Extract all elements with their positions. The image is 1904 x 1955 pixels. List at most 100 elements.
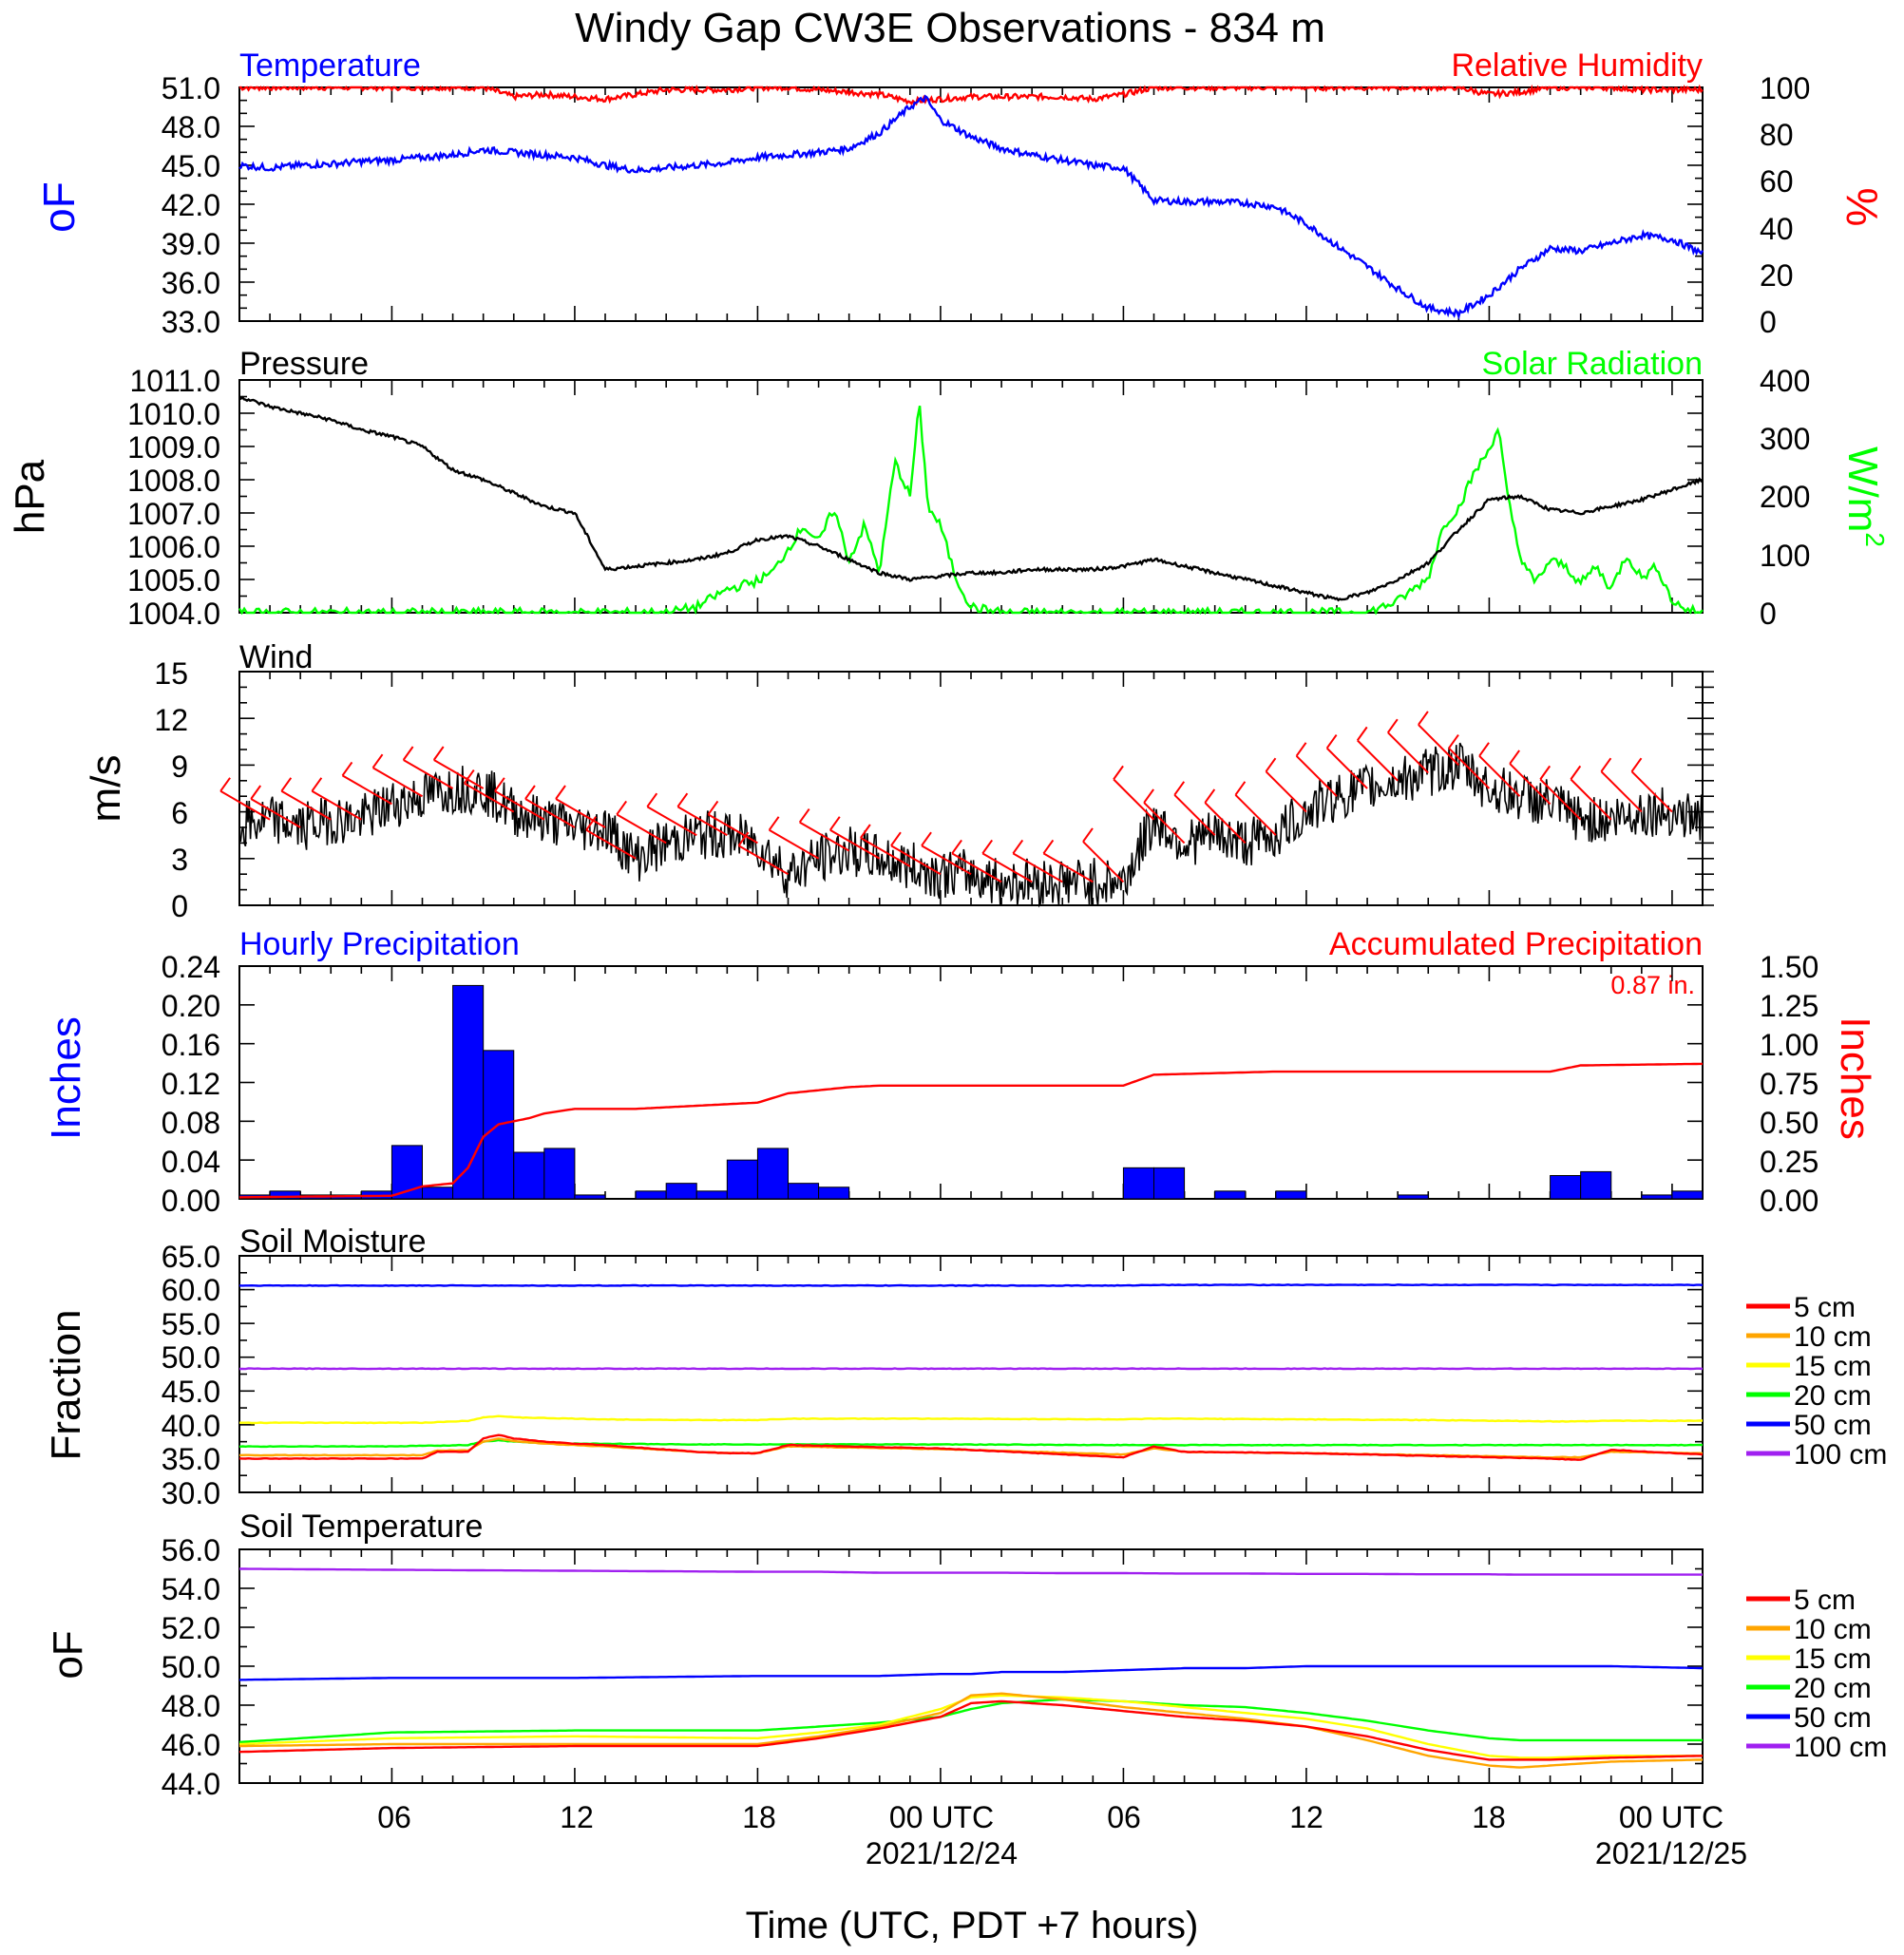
series-soil-temperature: [238, 1664, 1703, 1681]
wind-barb-flag: [707, 800, 719, 815]
tick-label: 50.0: [162, 1340, 220, 1375]
precip-bar: [513, 1151, 545, 1200]
precip-bar: [788, 1183, 820, 1200]
wind-barb-shaft: [951, 852, 1002, 883]
wind-barb-shaft: [494, 789, 545, 821]
unit-superscript: 2: [1860, 532, 1890, 547]
tick-label: 1008.0: [127, 464, 220, 498]
wind-barb-flag: [1143, 788, 1154, 804]
tick-label: 0.04: [162, 1145, 220, 1179]
y-ticks-left: 56.0 54.0 52.0 50.0 48.0 46.0 44.0: [162, 1533, 220, 1801]
wind-barb-flag: [921, 831, 932, 846]
y-ticks-left: 0.24 0.20 0.16 0.12 0.08 0.04 0.00: [162, 950, 220, 1218]
y-axis-left-label: Inches: [43, 1016, 89, 1140]
wind-barb-flag: [1265, 757, 1277, 772]
precip-bar: [1397, 1194, 1429, 1200]
panel-left-title: Soil Temperature: [239, 1509, 483, 1545]
series-soil-moisture: [239, 1367, 1704, 1371]
x-tick-date: 2021/12/24: [866, 1836, 1018, 1870]
tick-label: 300: [1760, 422, 1810, 456]
wind-barb-flag: [1356, 726, 1368, 741]
panel-left-title: Wind: [239, 639, 313, 675]
wind-barb-flag: [1295, 742, 1307, 757]
precip-bar: [543, 1148, 576, 1200]
wind-barb-flag: [1570, 765, 1582, 780]
wind-barb-shaft: [890, 845, 942, 876]
tick-label: 0.16: [162, 1028, 220, 1062]
wind-barb-flag: [1387, 718, 1399, 733]
panel-precipitation: Hourly Precipitation Accumulated Precipi…: [43, 926, 1878, 1218]
wind-barb-flag: [1082, 827, 1094, 843]
wind-barb-flag: [371, 753, 384, 769]
wind-barb-flag: [494, 777, 505, 792]
y-ticks-right: 400 300 200 100 0: [1760, 364, 1810, 631]
wind-barb-shaft: [524, 798, 576, 828]
x-tick-label: 12: [1289, 1800, 1323, 1834]
series-solar-radiation: [238, 405, 1704, 616]
tick-label: 56.0: [162, 1533, 220, 1567]
precip-bar: [422, 1186, 454, 1200]
series-temperature: [238, 94, 1704, 321]
wind-barb-flag: [1042, 839, 1055, 854]
wind-barb-shaft: [585, 828, 637, 860]
tick-label: 65.0: [162, 1240, 220, 1274]
series-soil-moisture: [239, 1414, 1704, 1425]
x-tick-label: 18: [1472, 1800, 1506, 1834]
precip-bar: [1275, 1190, 1307, 1200]
panel-left-title: Soil Moisture: [239, 1224, 427, 1260]
wind-barb-flag: [250, 785, 262, 800]
tick-label: 1006.0: [127, 530, 220, 564]
wind-barb-flag: [951, 839, 962, 854]
legend-label: 10 cm: [1794, 1614, 1872, 1645]
wind-barb-shaft: [464, 782, 515, 813]
tick-label: 200: [1760, 480, 1810, 514]
wind-barb-shaft: [1113, 778, 1155, 821]
wind-barb-flag: [1630, 757, 1643, 772]
wind-barb-flag: [768, 816, 780, 831]
plot-wind: [238, 671, 1714, 906]
plot-soil-temperature: [238, 1548, 1704, 1784]
wind-barb-shaft: [341, 774, 392, 806]
wind-barb-shaft: [1357, 739, 1399, 782]
precip-bar: [574, 1194, 606, 1200]
precip-bar: [1641, 1194, 1673, 1200]
panel-left-title: Temperature: [239, 47, 421, 84]
legend-label: 20 cm: [1794, 1380, 1872, 1412]
wind-barb-flag: [981, 839, 994, 854]
legend-label: 100 cm: [1794, 1439, 1887, 1471]
tick-label: 0.20: [162, 989, 220, 1023]
wind-barb-shaft: [1418, 724, 1460, 767]
series-soil-temperature: [238, 1698, 1703, 1744]
tick-label: 54.0: [162, 1572, 220, 1606]
panel-right-title: Solar Radiation: [1482, 346, 1703, 382]
tick-label: 400: [1760, 364, 1810, 398]
tick-label: 45.0: [162, 149, 220, 183]
wind-barb-flag: [555, 785, 566, 800]
legend-label: 10 cm: [1794, 1321, 1872, 1353]
wind-barb-shaft: [250, 798, 301, 828]
panel-wind: Wind m/s 15 12 9 6 3 0: [83, 639, 313, 923]
tick-label: 40: [1760, 212, 1794, 246]
legend-label: 50 cm: [1794, 1410, 1872, 1441]
tick-label: 40.0: [162, 1409, 220, 1443]
plot-soil-moisture: [238, 1255, 1704, 1493]
tick-label: 30.0: [162, 1476, 220, 1510]
tick-label: 55.0: [162, 1307, 220, 1341]
y-axis-left-label: oF: [45, 1630, 91, 1679]
accumulated-total-label: 0.87 in.: [1610, 971, 1695, 999]
wind-barb-flag: [311, 777, 323, 792]
series-soil-temperature: [239, 1567, 1703, 1576]
wind-barb-shaft: [981, 852, 1033, 883]
tick-label: 1007.0: [127, 497, 220, 531]
tick-label: 0.50: [1760, 1106, 1818, 1140]
wind-barb-shaft: [1012, 852, 1063, 883]
legend-label: 5 cm: [1794, 1292, 1856, 1323]
tick-label: 80: [1760, 118, 1794, 152]
wind-barb-flag: [280, 777, 293, 792]
y-axis-right-label: %: [1837, 188, 1887, 227]
figure-title: Windy Gap CW3E Observations - 834 m: [575, 5, 1325, 51]
wind-barb-flag: [860, 824, 871, 839]
series-soil-moisture: [238, 1433, 1704, 1461]
tick-label: 0.00: [1760, 1184, 1818, 1218]
